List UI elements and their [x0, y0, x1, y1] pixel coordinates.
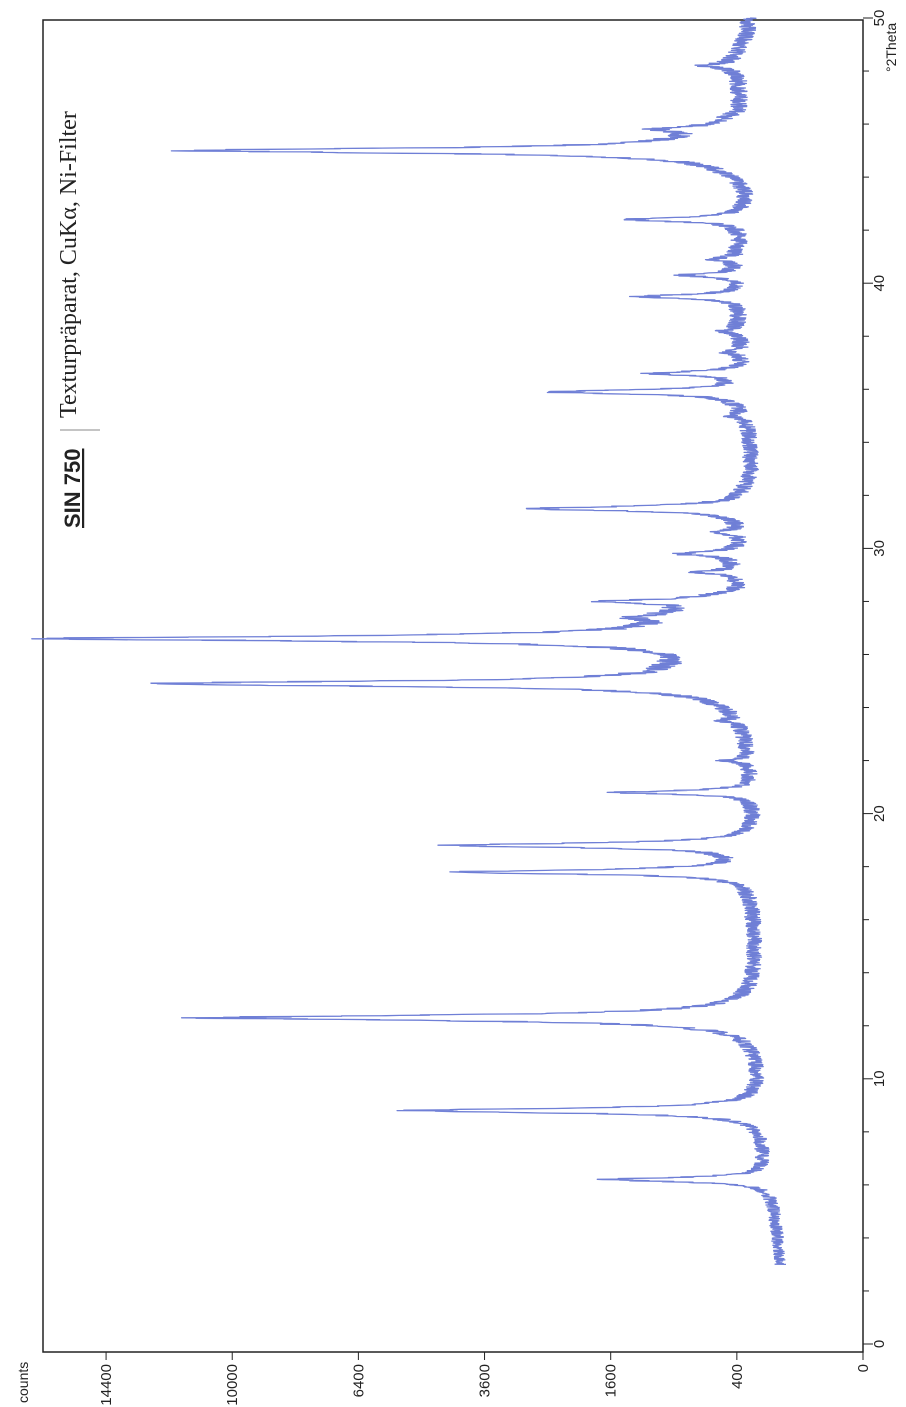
two-theta-tick-label: 50 — [871, 10, 888, 27]
two-theta-tick-label: 40 — [871, 275, 888, 292]
counts-axis-label: counts — [15, 1362, 31, 1403]
counts-tick-label: 0 — [855, 1364, 872, 1372]
two-theta-tick-label: 20 — [871, 805, 888, 822]
two-theta-tick-label: 30 — [871, 540, 888, 557]
two-theta-tick-label: 0 — [871, 1340, 888, 1348]
counts-tick-label: 6400 — [350, 1364, 367, 1397]
counts-tick-label: 3600 — [477, 1364, 494, 1397]
counts-tick-label: 1600 — [603, 1364, 620, 1397]
two-theta-tick-label: 10 — [871, 1070, 888, 1087]
chart-subtitle: Texturpräparat, CuKα, Ni-Filter — [56, 111, 82, 418]
diffraction-trace — [31, 17, 787, 1266]
counts-tick-label: 400 — [729, 1364, 746, 1389]
counts-tick-label: 14400 — [98, 1364, 115, 1406]
counts-axis: 0 400 1600 3600 6400 10000 14400 — [98, 1352, 872, 1406]
plot-frame — [42, 19, 864, 1353]
counts-tick-label: 10000 — [224, 1364, 241, 1406]
sample-id: SIN 750 — [60, 449, 85, 529]
two-theta-axis-label: °2Theta — [883, 23, 899, 72]
two-theta-axis: 0 10 20 30 40 50 — [863, 10, 888, 1348]
